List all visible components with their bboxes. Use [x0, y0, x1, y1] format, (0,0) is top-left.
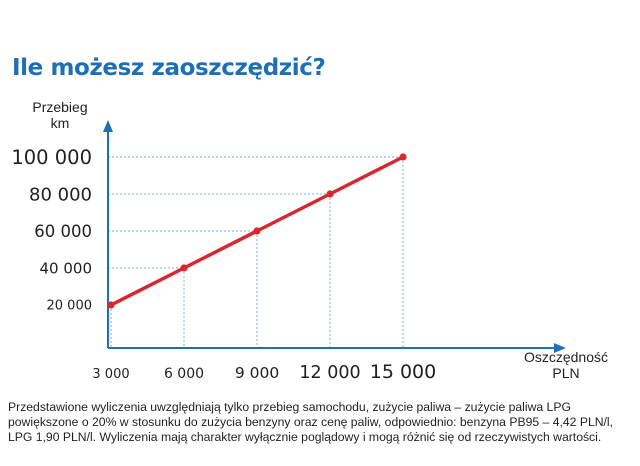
x-tick-label: 6 000 — [164, 366, 204, 382]
y-tick-label: 20 000 — [47, 299, 93, 314]
page-title: Ile możesz zaoszczędzić? — [12, 55, 326, 81]
y-axis-unit: km — [51, 115, 70, 131]
footnote: Przedstawione wyliczenia uwzględniają ty… — [8, 400, 614, 444]
savings-line-chart: 20 000 40 000 60 000 80 000 100 000 3 000 6 00… — [11, 99, 608, 383]
x-axis-unit: PLN — [552, 365, 579, 381]
data-point — [107, 301, 115, 309]
x-tick-label: 12 000 — [299, 363, 360, 383]
x-tick-label: 3 000 — [92, 367, 129, 382]
x-tick-label: 15 000 — [370, 361, 436, 383]
data-point — [326, 190, 334, 198]
y-tick-label: 60 000 — [34, 222, 92, 241]
y-axis-title: Przebieg — [32, 99, 87, 115]
y-tick-label: 100 000 — [11, 146, 92, 169]
data-point — [180, 264, 188, 272]
x-tick-label: 9 000 — [235, 364, 279, 382]
data-point — [253, 227, 261, 235]
y-tick-label: 40 000 — [40, 259, 93, 277]
x-axis-arrow — [554, 343, 566, 353]
x-axis-title: Oszczędność — [524, 349, 608, 365]
y-tick-label: 80 000 — [29, 184, 92, 205]
data-point — [399, 153, 407, 161]
y-axis-arrow — [103, 120, 113, 132]
